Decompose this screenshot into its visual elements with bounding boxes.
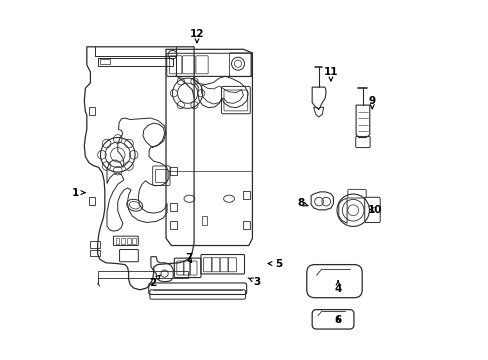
Text: 8: 8 [297,198,307,208]
Bar [132,238,136,244]
Bar [98,58,173,66]
Bar [100,59,110,64]
Text: 6: 6 [334,315,341,325]
Text: 5: 5 [267,258,282,269]
Text: 2: 2 [149,275,160,288]
Bar [243,221,249,229]
Bar [115,238,119,244]
Text: 3: 3 [247,276,260,287]
Text: 4: 4 [334,281,341,294]
Bar [89,250,100,256]
Bar [170,167,177,175]
Text: 12: 12 [189,29,204,43]
Text: 7: 7 [184,253,192,264]
Text: 9: 9 [368,96,375,109]
Bar [243,191,249,199]
Bar [202,216,207,225]
Bar [98,271,187,278]
Bar [89,197,95,205]
Bar [170,221,177,229]
Bar [170,203,177,211]
Text: 10: 10 [367,204,381,215]
Bar [89,241,100,248]
Bar [127,238,131,244]
Bar [89,107,95,115]
Text: 11: 11 [323,67,338,81]
Text: 1: 1 [72,188,85,198]
Bar [121,238,125,244]
